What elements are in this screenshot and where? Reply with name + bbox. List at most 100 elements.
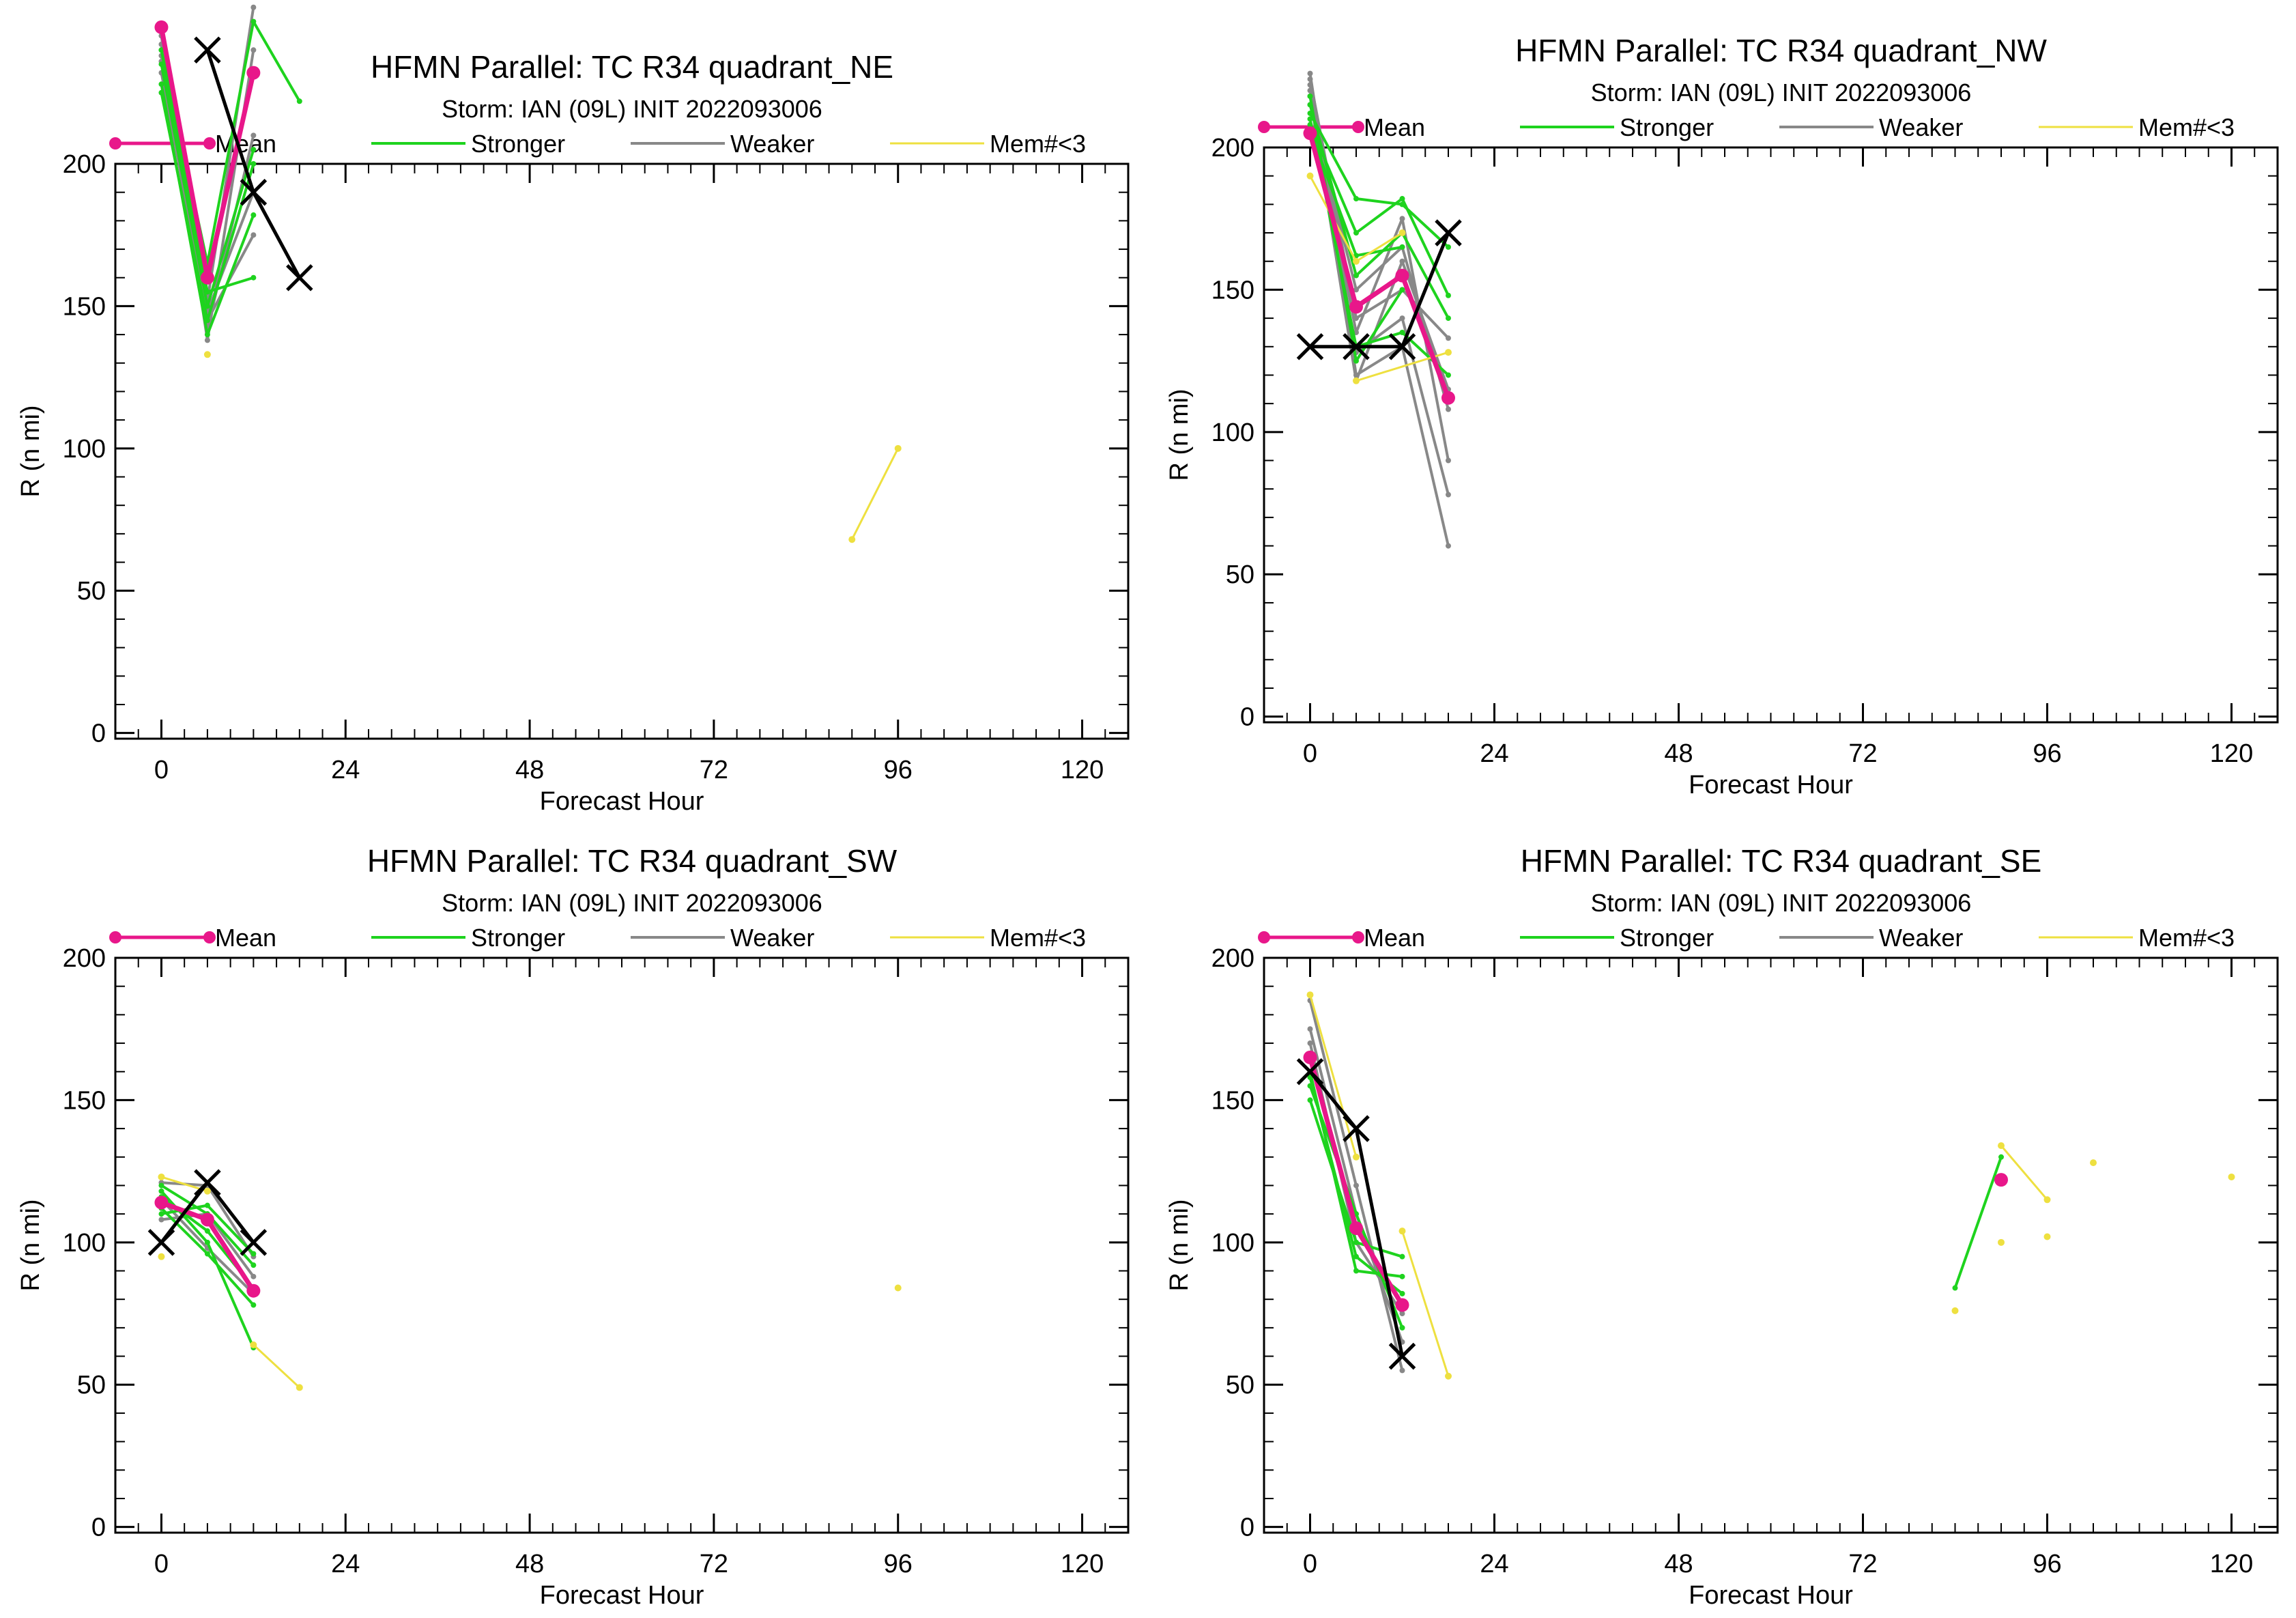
weaker-member-line [1308, 73, 1450, 547]
small-member-point [1398, 1227, 1406, 1235]
best-track-marker [1388, 333, 1416, 360]
best-track-marker [194, 36, 221, 64]
y-tick-label: 150 [63, 292, 106, 321]
stronger-member-point [1399, 196, 1405, 202]
legend: Mean Stronger Weaker Mem#<3 [1258, 113, 2235, 141]
y-axis-label: R (n mi) [16, 1199, 45, 1291]
y-tick-label: 0 [1240, 703, 1254, 732]
best-track-marker [1343, 1115, 1370, 1142]
mean-point [246, 1283, 261, 1298]
x-axis-label: Forecast Hour [1689, 1581, 1853, 1610]
legend-marker-mean [203, 137, 216, 150]
stronger-member-point [1307, 1097, 1313, 1103]
legend-label-weaker: Weaker [730, 130, 814, 158]
best-track-marker [240, 1229, 268, 1256]
x-tick-label: 96 [884, 1550, 913, 1578]
x-tick-label: 24 [1480, 739, 1508, 768]
stronger-member-point [1446, 315, 1451, 322]
stronger-member-point [250, 1302, 257, 1308]
stronger-member-point [1446, 292, 1451, 298]
legend-marker-mean [203, 931, 216, 943]
legend-label-stronger: Stronger [1620, 113, 1714, 141]
stronger-member-point [1399, 329, 1405, 335]
plot-frame [114, 162, 1130, 740]
x-tick-label: 24 [331, 756, 360, 784]
best-track-marker [1435, 219, 1462, 246]
chart-subtitle: Storm: IAN (09L) INIT 2022093006 [1591, 79, 1972, 107]
small-member-point [2043, 1196, 2051, 1204]
legend: Mean Stronger Weaker Mem#<3 [1258, 924, 2235, 952]
stronger-member-point [250, 18, 257, 25]
y-axis-label: R (n mi) [16, 405, 45, 497]
stronger-member-point [1399, 1253, 1405, 1260]
weaker-member-point [1399, 1311, 1405, 1317]
weaker-member-point [250, 132, 257, 139]
stronger-member-point [296, 98, 302, 104]
mean-line [1308, 132, 1451, 399]
mean-point [200, 270, 214, 285]
x-tick-label: 0 [154, 756, 169, 784]
weaker-member-point [250, 1273, 257, 1279]
best-track-line [1310, 232, 1450, 349]
legend-marker-mean [1352, 121, 1364, 133]
small-member-line [1401, 1230, 1450, 1377]
small-member-point [2090, 1159, 2097, 1167]
x-tick-label: 24 [331, 1550, 360, 1578]
stronger-member-point [1446, 244, 1451, 250]
stronger-member-point [1399, 244, 1405, 250]
legend: Mean Stronger Weaker Mem#<3 [109, 130, 1086, 158]
y-tick-label: 50 [77, 1371, 106, 1400]
y-tick-label: 200 [63, 944, 106, 973]
small-member-point [1398, 229, 1406, 237]
stronger-member-point [1353, 358, 1359, 364]
weaker-member-point [1399, 216, 1405, 222]
x-tick-label: 120 [2210, 739, 2253, 768]
stronger-member-point [1399, 1273, 1405, 1279]
x-tick-label: 72 [1848, 739, 1877, 768]
mean-point [1441, 391, 1455, 405]
plot-frame [1263, 146, 2279, 724]
weaker-member-point [1353, 315, 1359, 322]
y-tick-label: 0 [91, 1514, 106, 1542]
stronger-member-point [204, 1251, 210, 1257]
mean-point [1994, 1173, 2008, 1187]
x-tick-label: 0 [1303, 739, 1317, 768]
y-tick-label: 150 [63, 1086, 106, 1115]
mean-point [1395, 1298, 1409, 1312]
chart-title: HFMN Parallel: TC R34 quadrant_SW [367, 843, 898, 879]
weaker-member-point [1446, 335, 1451, 341]
stronger-member-point [158, 89, 164, 96]
y-tick-label: 150 [1211, 1086, 1254, 1115]
y-axis-label: R (n mi) [1165, 388, 1194, 481]
legend-label-small: Mem#<3 [2138, 113, 2235, 141]
weaker-member-point [1446, 492, 1451, 498]
weaker-member-point [1399, 315, 1405, 322]
best-track-marker [147, 1229, 175, 1256]
y-tick-label: 50 [77, 577, 106, 606]
stronger-member-point [1353, 1253, 1359, 1260]
y-tick-label: 0 [1240, 1514, 1254, 1542]
data-layer [1296, 991, 2235, 1380]
legend-label-weaker: Weaker [1879, 924, 1963, 952]
chart-title: HFMN Parallel: TC R34 quadrant_NW [1515, 33, 2047, 68]
stronger-member-point [158, 1188, 164, 1194]
legend-marker-mean [109, 137, 121, 150]
stronger-member-line [1308, 113, 1450, 249]
small-member-point [250, 1341, 257, 1348]
weaker-member-point [204, 337, 210, 343]
small-member-point [1445, 349, 1452, 356]
y-tick-label: 100 [1211, 418, 1254, 447]
data-layer [147, 1169, 902, 1391]
x-tick-label: 0 [1303, 1550, 1317, 1578]
x-axis-label: Forecast Hour [540, 1581, 704, 1610]
small-member-point [1353, 377, 1360, 384]
stronger-member-point [1446, 372, 1451, 378]
best-track-marker [194, 1169, 221, 1197]
stronger-member-point [204, 1228, 210, 1234]
stronger-member-point [158, 81, 164, 87]
x-tick-label: 48 [515, 1550, 544, 1578]
x-tick-label: 120 [2210, 1550, 2253, 1578]
chart-title: HFMN Parallel: TC R34 quadrant_SE [1521, 843, 2042, 879]
stronger-member-point [1353, 1268, 1359, 1274]
small-member-point [1353, 257, 1360, 265]
